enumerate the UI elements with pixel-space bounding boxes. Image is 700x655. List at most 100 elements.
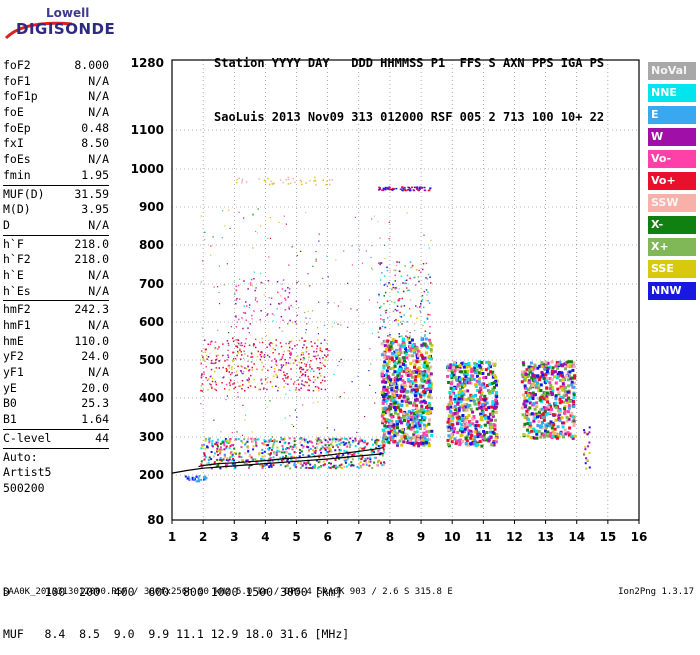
echo-point: [220, 449, 223, 452]
echo-point: [398, 333, 400, 335]
echo-point: [310, 370, 312, 372]
echo-point: [464, 375, 468, 379]
echo-point: [403, 359, 406, 363]
echo-point: [246, 305, 248, 307]
echo-point: [255, 230, 257, 232]
echo-point: [269, 183, 271, 186]
echo-point: [250, 278, 253, 281]
echo-point: [423, 361, 427, 365]
echo-point: [245, 367, 248, 370]
echo-point: [273, 438, 276, 441]
echo-point: [322, 364, 325, 366]
echo-point: [397, 357, 401, 361]
echo-point: [349, 437, 352, 440]
y-tick-label: 80: [147, 513, 164, 527]
echo-point: [395, 356, 399, 360]
echo-point: [391, 358, 394, 362]
echo-point: [530, 371, 534, 375]
echo-point: [376, 464, 378, 467]
echo-point: [397, 319, 399, 322]
echo-point: [249, 454, 252, 457]
echo-point: [243, 371, 245, 373]
echo-point: [386, 397, 390, 401]
echo-point: [421, 384, 425, 388]
echo-point: [456, 383, 460, 387]
echo-point: [398, 365, 402, 369]
echo-point: [476, 374, 479, 378]
echo-point: [304, 371, 307, 373]
echo-point: [288, 292, 291, 294]
echo-point: [290, 340, 293, 342]
echo-point: [411, 349, 415, 353]
echo-point: [338, 443, 341, 445]
lowell-digisonde-logo: Lowell DIGISONDE: [4, 4, 169, 44]
echo-point: [271, 360, 273, 362]
echo-point: [314, 386, 317, 388]
echo-point: [425, 346, 427, 349]
echo-point: [280, 451, 283, 454]
echo-point: [462, 384, 466, 388]
echo-point: [588, 466, 591, 469]
echo-point: [453, 360, 456, 364]
echo-point: [300, 250, 302, 252]
echo-point: [268, 457, 271, 460]
echo-point: [419, 186, 422, 188]
echo-point: [365, 463, 368, 466]
echo-point: [409, 261, 412, 263]
echo-point: [309, 179, 311, 182]
echo-point: [288, 461, 291, 464]
echo-point: [521, 361, 525, 365]
echo-point: [398, 439, 402, 443]
echo-point: [250, 374, 252, 377]
echo-point: [404, 384, 408, 388]
echo-point: [390, 419, 394, 423]
echo-point: [391, 189, 394, 191]
echo-point: [405, 403, 409, 407]
echo-point: [487, 366, 490, 370]
echo-point: [404, 352, 408, 356]
echo-point: [383, 321, 385, 323]
echo-point: [427, 189, 430, 192]
echo-point: [321, 350, 323, 353]
echo-point: [218, 303, 221, 305]
echo-point: [305, 351, 308, 353]
echo-point: [420, 438, 424, 442]
param-row: h`F 218.0: [3, 237, 109, 253]
echo-point: [242, 327, 244, 330]
echo-point: [383, 303, 385, 305]
echo-point: [381, 401, 385, 405]
echo-point: [259, 319, 261, 321]
echo-point: [415, 417, 419, 421]
echo-point: [462, 397, 466, 401]
echo-point: [246, 445, 249, 448]
echo-point: [226, 340, 229, 342]
echo-point: [531, 436, 535, 440]
echo-point: [259, 342, 261, 344]
echo-point: [482, 434, 486, 438]
echo-point: [336, 466, 339, 469]
echo-point: [360, 458, 363, 461]
echo-point: [426, 294, 428, 296]
echo-point: [222, 210, 224, 212]
echo-point: [219, 452, 221, 455]
echo-point: [566, 390, 570, 394]
echo-point: [550, 407, 554, 411]
echo-point: [284, 465, 287, 468]
echo-point: [331, 326, 333, 328]
echo-point: [318, 387, 320, 389]
echo-point: [490, 382, 494, 386]
legend-x-swatch: X-: [648, 216, 696, 234]
echo-point: [267, 177, 269, 180]
echo-point: [383, 424, 387, 428]
echo-point: [276, 375, 279, 377]
echo-point: [261, 382, 263, 385]
echo-point: [211, 380, 214, 383]
echo-point: [418, 187, 421, 189]
echo-point: [284, 290, 287, 292]
echo-point: [329, 466, 332, 469]
echo-point: [371, 467, 374, 469]
echo-point: [227, 344, 230, 347]
echo-point: [390, 437, 394, 441]
echo-point: [343, 392, 345, 394]
echo-point: [474, 383, 477, 387]
